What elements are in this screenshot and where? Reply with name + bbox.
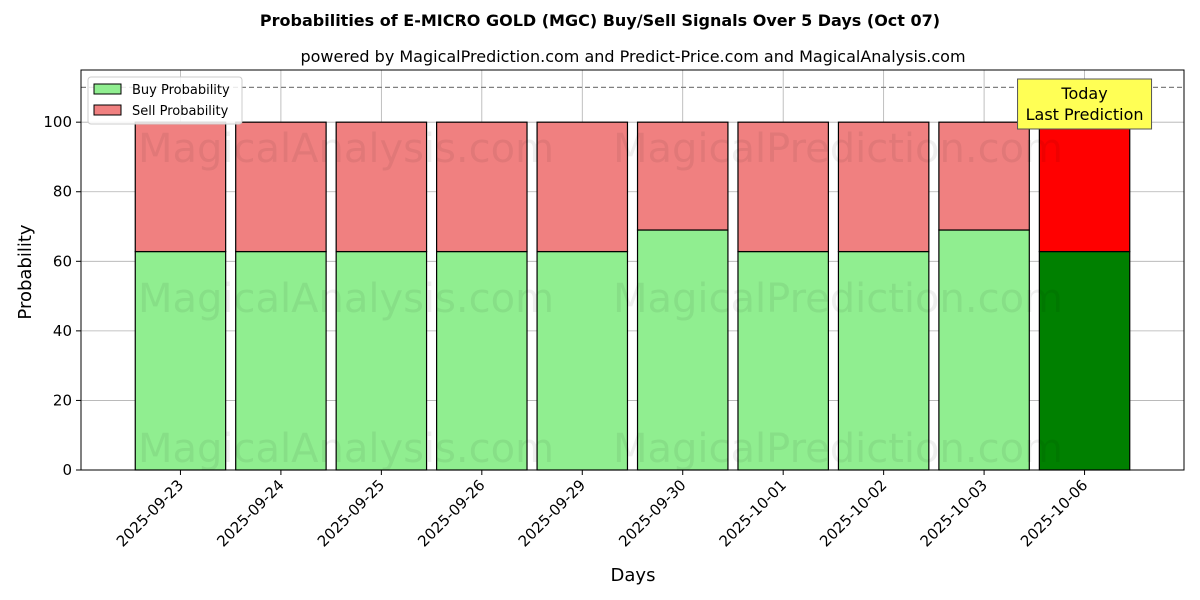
watermark: MagicalAnalysis.com (138, 426, 554, 472)
sell-bar (436, 121, 528, 253)
x-tick-label: 2025-09-30 (615, 476, 689, 550)
buy-bar (335, 250, 428, 471)
x-axis-label: Days (611, 565, 656, 586)
y-tick-label: 60 (53, 252, 72, 270)
watermark: MagicalAnalysis.com (138, 126, 554, 172)
watermark: MagicalAnalysis.com (138, 276, 554, 322)
legend-box (87, 76, 243, 125)
x-tick-label: 2025-09-24 (213, 476, 287, 550)
buy-bar (1038, 250, 1131, 471)
sell-bar (536, 121, 629, 253)
annotation-text: Last Prediction (1026, 105, 1144, 124)
y-tick-label: 0 (62, 461, 72, 479)
buy-bar (436, 250, 528, 471)
sell-bar (1038, 121, 1131, 253)
annotation-box (1017, 78, 1153, 130)
buy-bar (837, 250, 930, 471)
today-annotation: Today Last Prediction (1017, 78, 1153, 130)
sell-bar (938, 121, 1030, 231)
y-tick-label: 20 (53, 391, 72, 409)
buy-bar (134, 250, 227, 471)
x-tick-label: 2025-09-25 (314, 476, 388, 550)
buy-bar (636, 229, 729, 471)
sell-bar (134, 121, 227, 253)
y-axis: 0 20 40 60 80 100 (43, 113, 81, 479)
x-tick-label: 2025-10-02 (816, 476, 890, 550)
sell-bar (737, 121, 829, 253)
legend-label: Sell Probability (132, 104, 229, 119)
sell-bar (235, 121, 327, 253)
legend-label: Buy Probability (132, 83, 230, 98)
x-tick-label: 2025-10-06 (1017, 476, 1091, 550)
x-tick-label: 2025-09-26 (414, 476, 488, 550)
x-tick-label: 2025-09-23 (113, 476, 187, 550)
legend: Buy Probability Sell Probability (87, 76, 243, 125)
y-tick-label: 40 (53, 322, 72, 340)
chart-subtitle: powered by MagicalPrediction.com and Pre… (300, 47, 965, 66)
plot-frame (80, 69, 1185, 471)
x-tick-label: 2025-09-29 (515, 476, 589, 550)
legend-swatch (93, 83, 122, 95)
buy-bar (737, 250, 829, 471)
x-axis: 2025-09-23 2025-09-24 2025-09-25 2025-09-26… (113, 470, 1091, 550)
bars (134, 121, 1131, 471)
buy-bar (938, 229, 1030, 471)
buy-bar (536, 250, 629, 471)
y-tick-label: 80 (53, 183, 72, 201)
legend-swatch (93, 104, 122, 116)
sell-bar (636, 121, 729, 231)
y-tick-label: 100 (43, 113, 72, 131)
watermark: MagicalPrediction.com (613, 426, 1063, 472)
watermarks: MagicalAnalysis.com MagicalPrediction.com… (138, 126, 1063, 472)
chart-title: Probabilities of E-MICRO GOLD (MGC) Buy/… (260, 11, 940, 30)
watermark: MagicalPrediction.com (613, 126, 1063, 172)
sell-bar (837, 121, 930, 253)
x-tick-label: 2025-10-03 (917, 476, 991, 550)
x-tick-label: 2025-10-01 (716, 476, 790, 550)
sell-bar (335, 121, 428, 253)
y-axis-label: Probability (15, 224, 36, 319)
annotation-text: Today (1060, 84, 1107, 103)
watermark: MagicalPrediction.com (613, 276, 1063, 322)
